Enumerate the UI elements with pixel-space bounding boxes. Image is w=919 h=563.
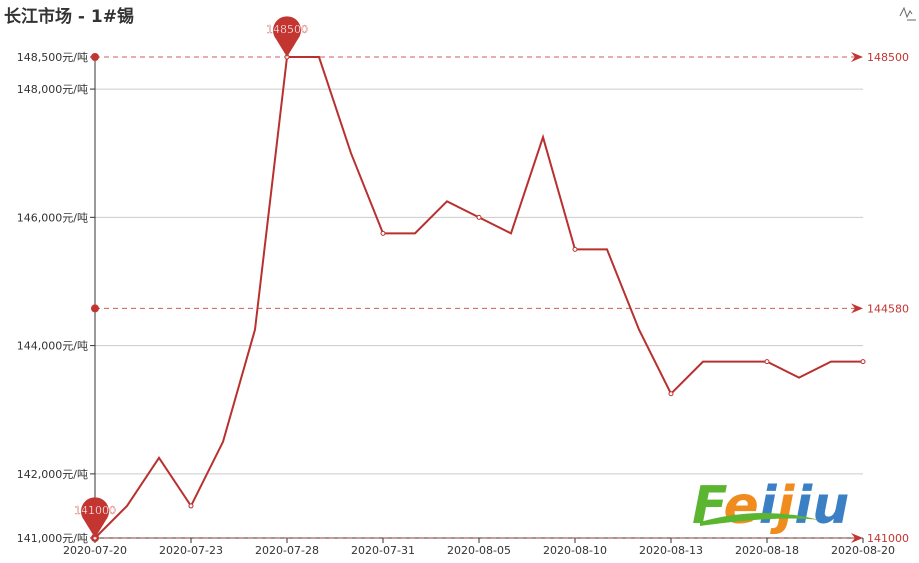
x-tick-label: 2020-07-23 <box>159 544 223 557</box>
x-tick-label: 2020-07-20 <box>63 544 127 557</box>
y-tick-label: 142,000元/吨 <box>17 468 88 481</box>
x-tick-label: 2020-08-18 <box>735 544 799 557</box>
x-tick-label: 2020-07-31 <box>351 544 415 557</box>
x-tick-label: 2020-08-13 <box>639 544 703 557</box>
data-point <box>380 230 386 236</box>
data-point <box>860 359 866 365</box>
data-point <box>188 503 194 509</box>
data-point <box>572 246 578 252</box>
y-tick-label: 148,500元/吨 <box>17 51 88 64</box>
data-point <box>476 214 482 220</box>
markpoint-label: 141000 <box>74 504 116 517</box>
arrow-icon <box>851 303 863 314</box>
data-point <box>668 391 674 397</box>
y-tick-label: 141,000元/吨 <box>17 532 88 545</box>
series-line <box>94 56 863 539</box>
x-tick-label: 2020-08-20 <box>831 544 895 557</box>
markline-label: 141000 <box>867 532 909 545</box>
markline-label: 148500 <box>867 51 909 64</box>
map-pin-icon <box>80 497 110 538</box>
y-tick-label: 144,000元/吨 <box>17 340 88 353</box>
map-pin-icon <box>273 16 301 57</box>
markpoint-label: 148500 <box>266 23 308 36</box>
x-tick-label: 2020-07-28 <box>255 544 319 557</box>
markline-label: 144580 <box>867 302 909 315</box>
data-point <box>764 359 770 365</box>
x-tick-label: 2020-08-05 <box>447 544 511 557</box>
feijiu-logo: Feijiu <box>692 476 849 536</box>
x-tick-label: 2020-08-10 <box>543 544 607 557</box>
y-tick-label: 148,000元/吨 <box>17 83 88 96</box>
arrow-icon <box>851 52 863 62</box>
chart-title: 长江市场 - 1#锡 <box>4 7 134 27</box>
svg-text:Feijiu: Feijiu <box>692 476 849 536</box>
y-tick-label: 146,000元/吨 <box>17 211 88 224</box>
line-chart-icon[interactable] <box>898 4 916 22</box>
arrow-icon <box>851 533 863 543</box>
